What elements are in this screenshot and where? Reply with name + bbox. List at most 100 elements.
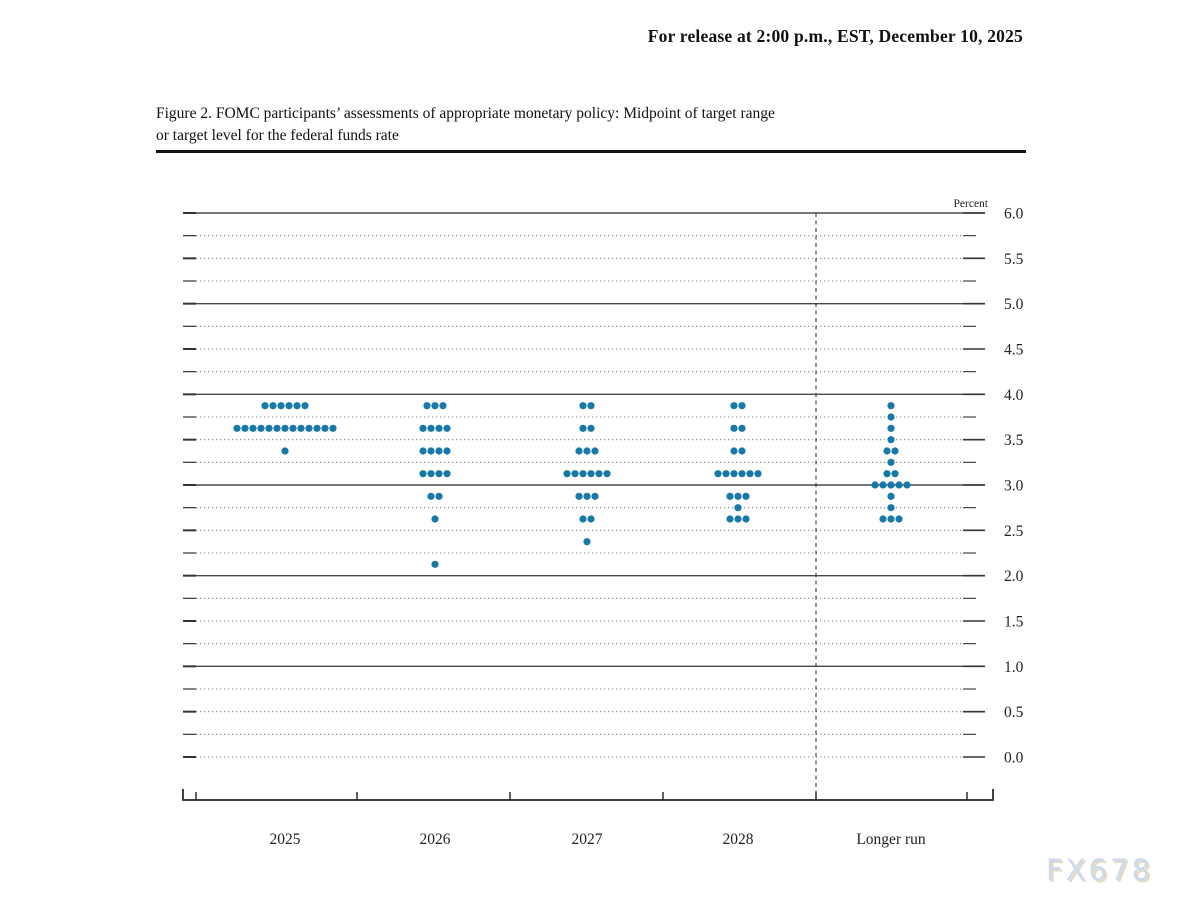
projection-dot — [277, 402, 285, 410]
y-axis-tick-label: 0.0 — [1004, 750, 1024, 767]
y-axis-tick-label: 3.5 — [1004, 432, 1024, 449]
projection-dot — [321, 424, 329, 432]
projection-dot — [427, 424, 435, 432]
projection-dot — [730, 470, 738, 478]
y-axis-title: Percent — [954, 198, 989, 210]
x-axis-label: 2027 — [572, 831, 603, 848]
projection-dot — [887, 504, 895, 512]
projection-dot — [423, 402, 431, 410]
projection-dot — [431, 560, 439, 568]
projection-dot — [738, 402, 746, 410]
projection-dot — [439, 402, 447, 410]
projection-dot — [579, 402, 587, 410]
y-axis-tick-label: 5.5 — [1004, 251, 1024, 268]
projection-dot — [895, 515, 903, 523]
y-axis-tick-label: 2.0 — [1004, 568, 1024, 585]
projection-dot — [261, 402, 269, 410]
projection-dot — [595, 470, 603, 478]
y-axis-tick-label: 1.0 — [1004, 659, 1024, 676]
projection-dot — [730, 447, 738, 455]
projection-dot — [738, 424, 746, 432]
y-axis-tick-label: 2.5 — [1004, 523, 1024, 540]
projection-dot — [887, 515, 895, 523]
projection-dot — [887, 492, 895, 500]
projection-dot — [435, 492, 443, 500]
projection-dot — [579, 470, 587, 478]
y-axis-tick-label: 4.5 — [1004, 342, 1024, 359]
projection-dot — [742, 492, 750, 500]
projection-dot — [883, 447, 891, 455]
projection-dot — [730, 402, 738, 410]
projection-dot — [575, 492, 583, 500]
projection-dot — [289, 424, 297, 432]
figure-caption-line1: Figure 2. FOMC participants’ assessments… — [156, 105, 775, 122]
projection-dot — [419, 424, 427, 432]
projection-dot — [587, 402, 595, 410]
projection-dot — [730, 424, 738, 432]
projection-dot — [891, 470, 899, 478]
projection-dot — [726, 492, 734, 500]
projection-dot — [571, 470, 579, 478]
projection-dot — [887, 436, 895, 444]
projection-dot — [895, 481, 903, 489]
projection-dot — [714, 470, 722, 478]
projection-dot — [241, 424, 249, 432]
projection-dot — [257, 424, 265, 432]
projection-dot — [887, 402, 895, 410]
projection-dot — [887, 413, 895, 421]
projection-dot — [431, 515, 439, 523]
release-line: For release at 2:00 p.m., EST, December … — [647, 26, 1023, 46]
projection-dot — [435, 470, 443, 478]
projection-dot — [265, 424, 273, 432]
projection-dot — [435, 447, 443, 455]
y-axis-tick-label: 5.0 — [1004, 296, 1024, 313]
projection-dot — [575, 447, 583, 455]
projection-dot — [583, 492, 591, 500]
projection-dot — [587, 470, 595, 478]
projection-dot — [591, 447, 599, 455]
projection-dot — [734, 504, 742, 512]
projection-dot — [583, 447, 591, 455]
projection-dot — [305, 424, 313, 432]
projection-dot — [887, 424, 895, 432]
projection-dot — [879, 515, 887, 523]
y-axis-tick-label: 3.0 — [1004, 478, 1024, 495]
projection-dot — [603, 470, 611, 478]
projection-dot — [891, 447, 899, 455]
projection-dot — [887, 481, 895, 489]
projection-dot — [269, 402, 277, 410]
projection-dot — [435, 424, 443, 432]
projection-dot — [903, 481, 911, 489]
projection-dot — [427, 492, 435, 500]
y-axis-tick-label: 6.0 — [1004, 206, 1024, 223]
projection-dot — [742, 515, 750, 523]
projection-dot — [579, 515, 587, 523]
caption-rule — [156, 150, 1026, 153]
projection-dot — [443, 424, 451, 432]
projection-dot — [754, 470, 762, 478]
y-axis-tick-label: 4.0 — [1004, 387, 1024, 404]
projection-dot — [722, 470, 730, 478]
projection-dot — [734, 515, 742, 523]
projection-dot — [738, 447, 746, 455]
x-axis-label: Longer run — [856, 831, 926, 848]
x-axis-label: 2025 — [270, 831, 301, 848]
watermark: FX678 — [1046, 853, 1153, 887]
projection-dot — [285, 402, 293, 410]
y-axis-tick-label: 0.5 — [1004, 704, 1024, 721]
figure-caption: Figure 2. FOMC participants’ assessments… — [156, 103, 1036, 147]
projection-dot — [583, 538, 591, 546]
projection-dot — [587, 424, 595, 432]
x-axis-label: 2028 — [723, 831, 754, 848]
projection-dot — [233, 424, 241, 432]
projection-dot — [293, 402, 301, 410]
figure-caption-line2: or target level for the federal funds ra… — [156, 127, 399, 144]
projection-dot — [726, 515, 734, 523]
projection-dot — [419, 470, 427, 478]
projection-dot — [419, 447, 427, 455]
projection-dot — [887, 458, 895, 466]
projection-dot — [879, 481, 887, 489]
projection-dot — [591, 492, 599, 500]
